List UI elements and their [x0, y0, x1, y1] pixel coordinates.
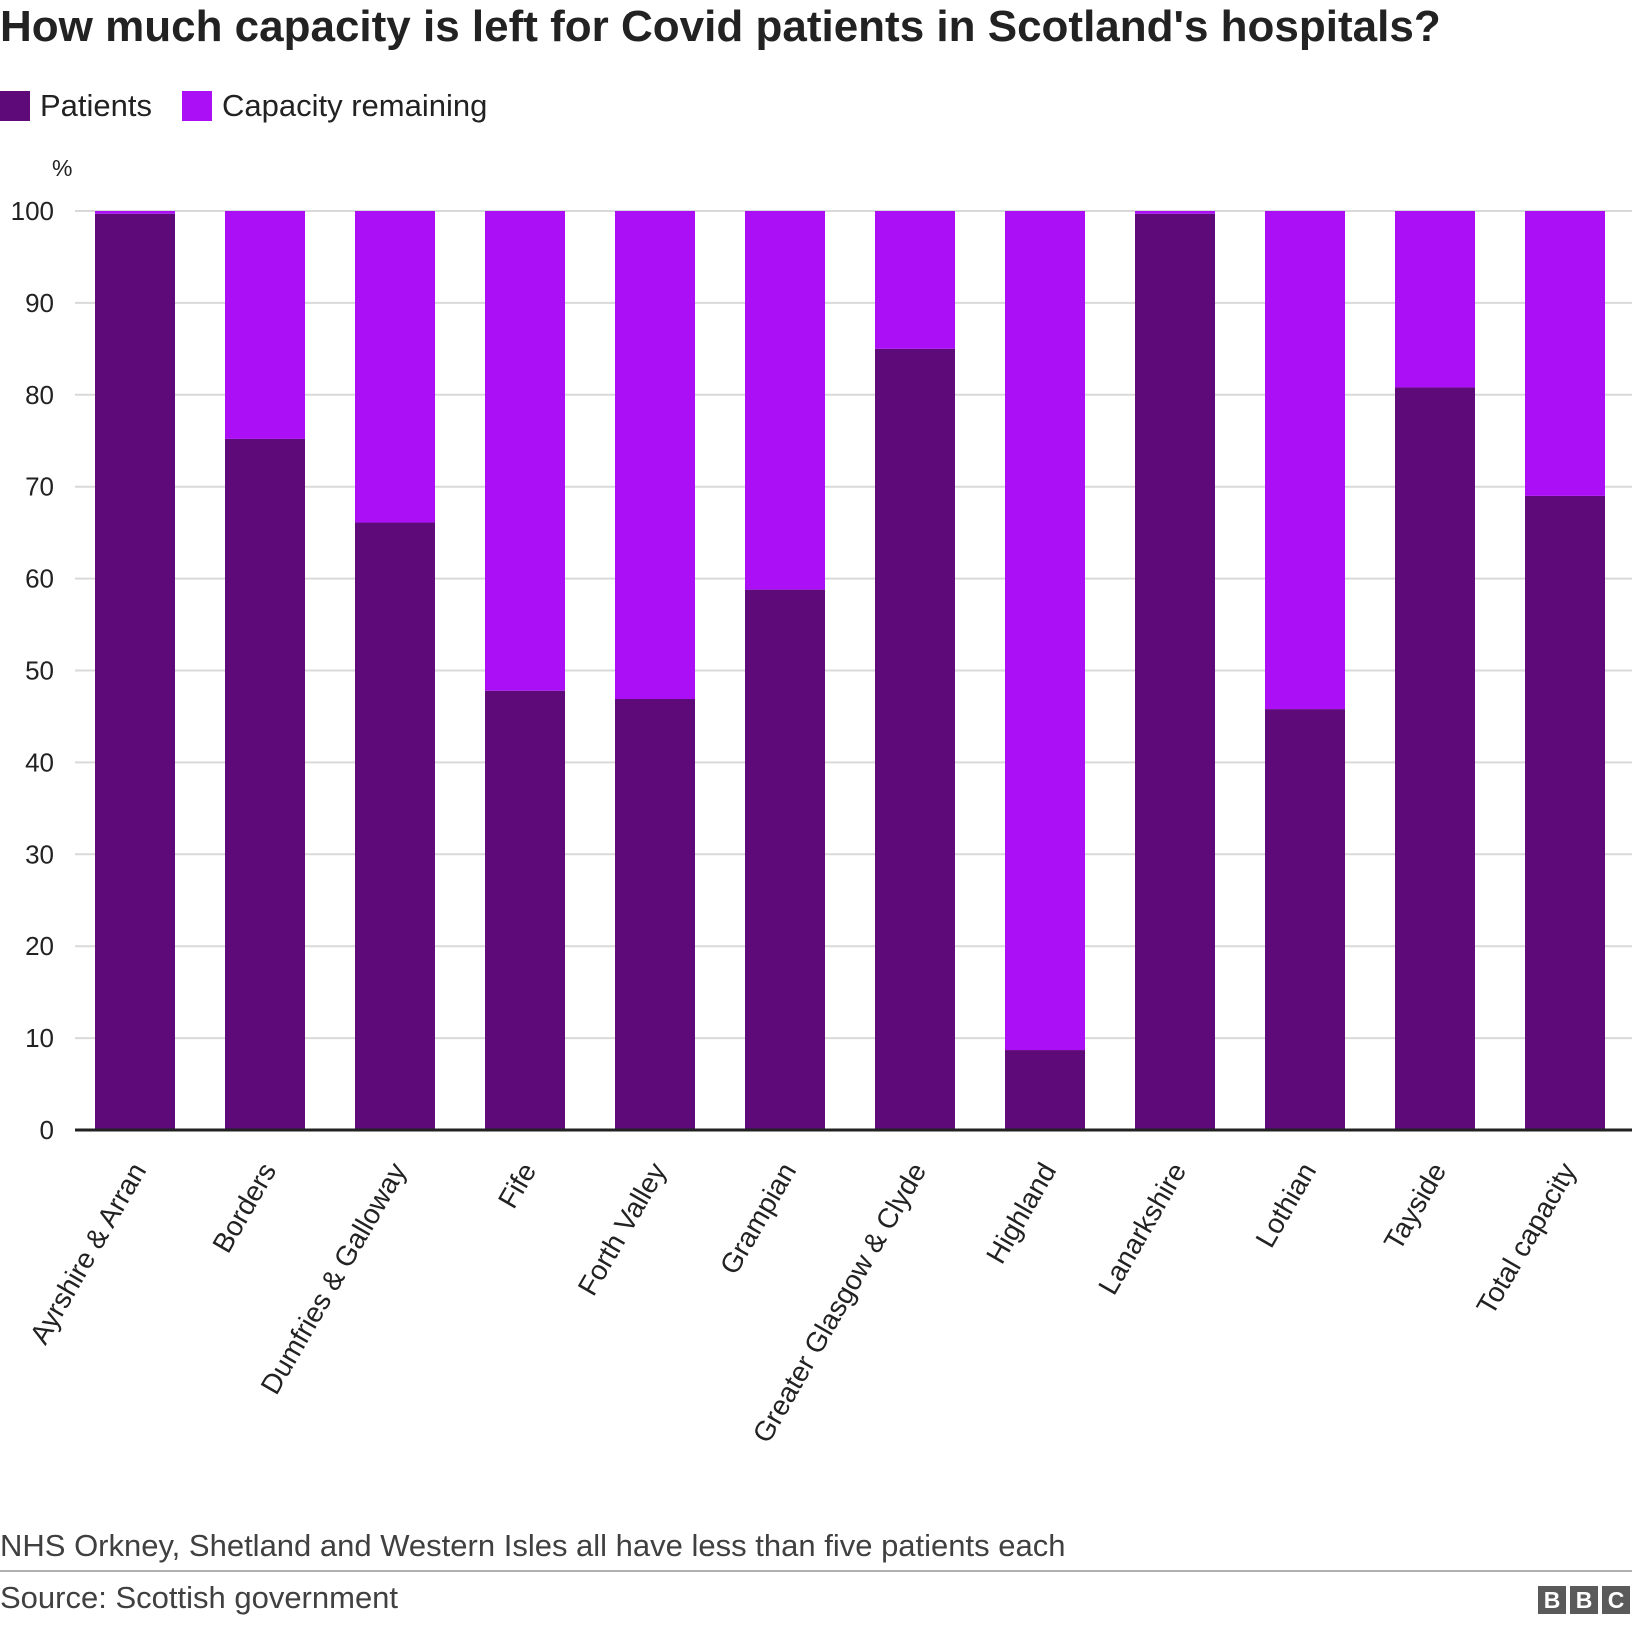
legend-item-capacity-remaining: Capacity remaining: [182, 88, 487, 124]
y-tick-label: 10: [25, 1023, 54, 1053]
y-tick-label: 60: [25, 564, 54, 594]
y-tick-label: 80: [25, 380, 54, 410]
bar-capacity-remaining: [225, 211, 305, 439]
y-tick-label: 20: [25, 931, 54, 961]
legend-item-patients: Patients: [0, 88, 152, 124]
stacked-bar-chart: 0 10 20 30 40 50 60 70 80 90 100 Ayrshire & Arran Bo…: [11, 196, 1632, 1448]
x-tick-label: Ayrshire & Arran: [24, 1158, 153, 1350]
x-tick-label: Forth Valley: [572, 1158, 673, 1301]
y-axis-unit-label: %: [52, 155, 73, 181]
y-tick-label: 70: [25, 472, 54, 502]
x-tick-label: Dumfries & Galloway: [255, 1158, 413, 1400]
y-tick-label: 30: [25, 839, 54, 869]
bar-patients: [1265, 709, 1345, 1130]
legend-label-capacity-remaining: Capacity remaining: [222, 88, 488, 123]
bbc-logo: B B C: [1538, 1586, 1630, 1614]
bar-patients: [745, 589, 825, 1130]
x-tick-label: Highland: [980, 1158, 1062, 1269]
footer-divider: [0, 1570, 1632, 1572]
logo-letter: B: [1538, 1586, 1566, 1614]
bar-patients: [485, 690, 565, 1130]
y-tick-label: 50: [25, 656, 54, 686]
bar-capacity-remaining: [95, 211, 175, 214]
bar-capacity-remaining: [875, 211, 955, 349]
y-tick-label: 40: [25, 747, 54, 777]
bar-capacity-remaining: [1265, 211, 1345, 710]
bar-patients: [1005, 1050, 1085, 1130]
bar-patients: [225, 438, 305, 1130]
bar-capacity-remaining: [745, 211, 825, 590]
bar-capacity-remaining: [355, 211, 435, 523]
x-tick-label: Lothian: [1249, 1158, 1322, 1253]
logo-letter: C: [1602, 1586, 1630, 1614]
bar-capacity-remaining: [1005, 211, 1085, 1051]
bar-patients: [1525, 495, 1605, 1130]
bar-capacity-remaining: [485, 211, 565, 691]
x-tick-label: Tayside: [1378, 1158, 1452, 1256]
bar-patients: [355, 522, 435, 1130]
y-tick-label: 0: [40, 1115, 54, 1145]
legend-label-patients: Patients: [40, 88, 153, 123]
legend-swatch-capacity-remaining: [182, 91, 213, 121]
y-tick-label: 100: [11, 196, 54, 226]
bar-patients: [1135, 213, 1215, 1130]
legend-swatch-patients: [0, 91, 30, 121]
x-tick-label: Borders: [206, 1158, 282, 1258]
source-text: Source: Scottish government: [0, 1580, 399, 1615]
bar-capacity-remaining: [1395, 211, 1475, 388]
logo-letter: B: [1570, 1586, 1598, 1614]
x-tick-label: Grampian: [714, 1158, 802, 1280]
bar-capacity-remaining: [1135, 211, 1215, 214]
bar-capacity-remaining: [1525, 211, 1605, 496]
legend: Patients Capacity remaining: [0, 88, 517, 124]
bar-patients: [875, 348, 955, 1131]
x-tick-label: Lanarkshire: [1092, 1158, 1192, 1300]
bar-patients: [1395, 387, 1475, 1130]
x-tick-label: Fife: [492, 1158, 542, 1214]
x-tick-label: Total capacity: [1471, 1158, 1583, 1320]
bar-capacity-remaining: [615, 211, 695, 699]
footnote: NHS Orkney, Shetland and Western Isles a…: [0, 1528, 1066, 1563]
y-tick-label: 90: [25, 288, 54, 318]
bar-patients: [95, 213, 175, 1130]
chart-title: How much capacity is left for Covid pati…: [0, 2, 1441, 51]
bar-patients: [615, 698, 695, 1130]
